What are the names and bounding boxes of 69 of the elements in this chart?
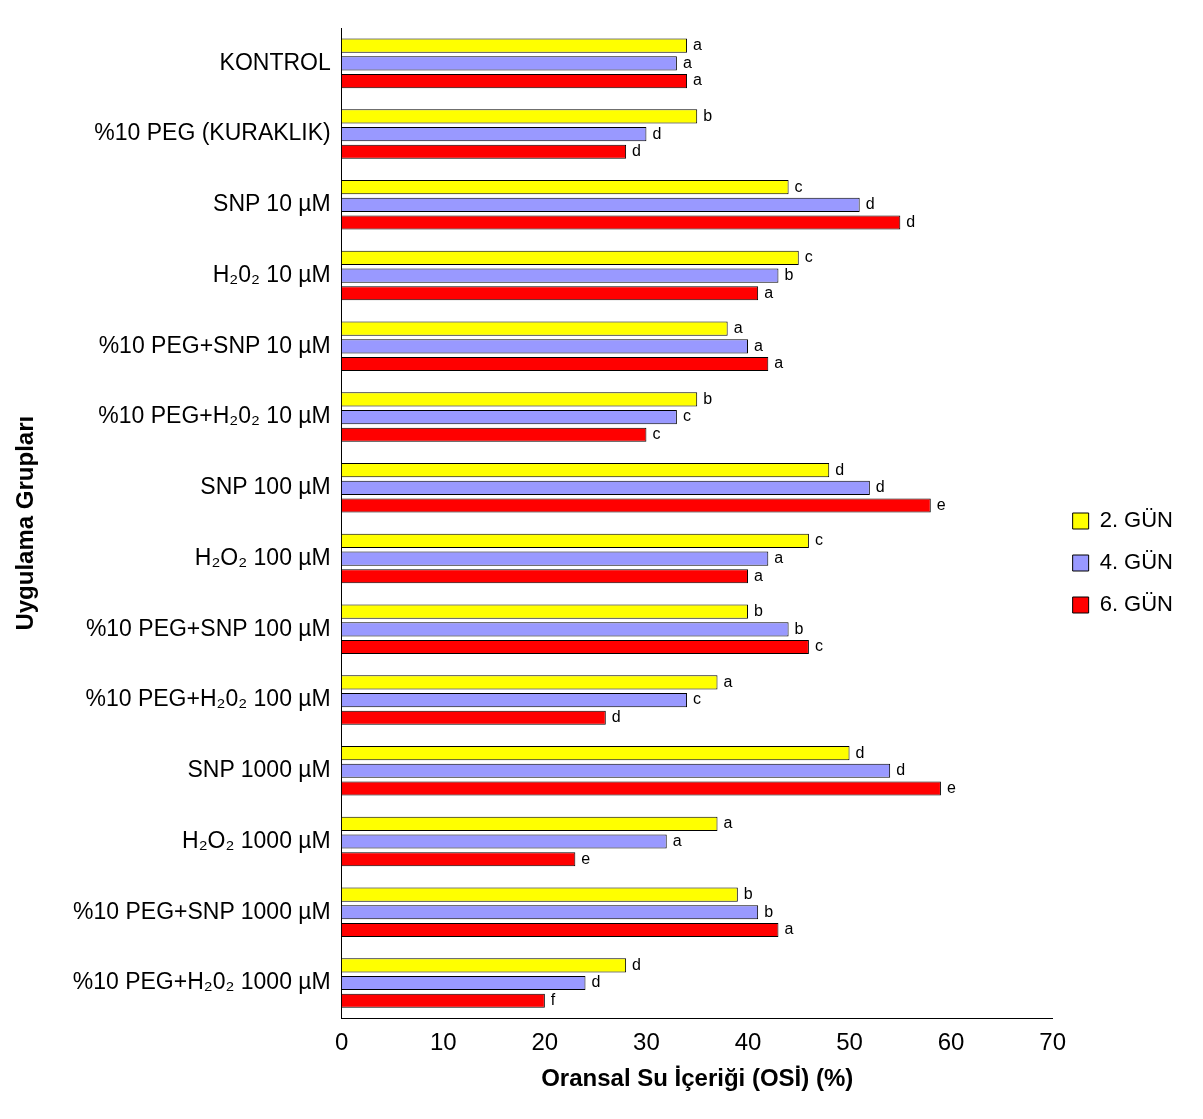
data-label: a <box>723 672 733 690</box>
data-label: e <box>936 495 946 513</box>
data-label: b <box>703 106 713 124</box>
data-label: b <box>743 885 753 903</box>
data-label: a <box>753 566 763 584</box>
data-label: b <box>753 602 763 620</box>
y-tick-label: %10 PEG+SNP 100 µM <box>85 614 331 641</box>
data-label: c <box>652 425 661 443</box>
x-tick-label: 60 <box>937 1028 965 1056</box>
y-tick-label: %10 PEG+SNP 1000 µM <box>73 897 331 924</box>
y-tick-label: H₂O₂ 1000 µM <box>182 826 331 853</box>
data-label: c <box>693 690 702 708</box>
y-tick-label: SNP 100 µM <box>200 473 331 500</box>
x-tick-label: 30 <box>633 1028 660 1056</box>
y-tick-label: SNP 10 µM <box>213 190 331 217</box>
y-tick-label: %10 PEG (KURAKLIK) <box>94 119 331 146</box>
legend-label: 2. GÜN <box>1099 507 1174 533</box>
y-tick-label: %10 PEG+SNP 10 µM <box>98 331 331 358</box>
x-tick-label: 40 <box>734 1028 762 1056</box>
y-tick-label: %10 PEG+H₂0₂ 1000 µM <box>72 968 331 995</box>
data-label: a <box>693 36 703 54</box>
data-label: a <box>764 283 774 301</box>
data-label: d <box>632 955 642 973</box>
data-label: d <box>652 124 662 142</box>
x-tick-label: 10 <box>429 1028 457 1056</box>
data-label: c <box>794 177 803 195</box>
data-label: a <box>784 920 794 938</box>
y-tick-label: H₂O₂ 100 µM <box>194 543 331 570</box>
data-label: b <box>764 902 774 920</box>
x-tick-label: 0 <box>335 1028 349 1056</box>
legend-label: 4. GÜN <box>1099 549 1174 575</box>
data-label: b <box>703 389 713 407</box>
data-label: a <box>672 831 682 849</box>
y-tick-label: H₂0₂ 10 µM <box>212 260 331 287</box>
data-label: c <box>682 407 691 425</box>
data-label: d <box>896 761 906 779</box>
x-axis-title: Oransal Su İçeriği (OSİ) (%) <box>541 1064 854 1092</box>
data-label: a <box>682 53 692 71</box>
data-label: a <box>774 548 784 566</box>
data-label: d <box>875 478 885 496</box>
y-tick-label: %10 PEG+H₂0₂ 100 µM <box>85 685 331 712</box>
data-label: a <box>723 814 733 832</box>
data-label: d <box>591 973 601 991</box>
data-label: d <box>632 142 642 160</box>
data-label: e <box>581 849 591 867</box>
data-label: b <box>784 266 794 284</box>
data-label: c <box>804 248 813 266</box>
data-label: a <box>774 354 784 372</box>
data-label: c <box>814 637 823 655</box>
data-label: a <box>733 319 743 337</box>
x-tick-label: 70 <box>1039 1028 1066 1056</box>
data-label: d <box>855 743 865 761</box>
legend-label: 6. GÜN <box>1099 591 1174 617</box>
y-tick-label: %10 PEG+H₂0₂ 10 µM <box>98 402 331 429</box>
y-tick-label: KONTROL <box>219 48 331 75</box>
y-axis-title: Uygulama Grupları <box>11 415 39 631</box>
x-tick-label: 20 <box>531 1028 559 1056</box>
data-label: c <box>814 531 823 549</box>
data-label: a <box>753 336 763 354</box>
data-label: d <box>906 212 916 230</box>
data-label: e <box>946 778 956 796</box>
data-label: f <box>550 991 556 1009</box>
data-label: b <box>794 619 804 637</box>
data-label: d <box>865 195 875 213</box>
data-label: d <box>611 708 621 726</box>
x-tick-label: 50 <box>836 1028 863 1056</box>
data-label: a <box>693 71 703 89</box>
data-label: d <box>835 460 845 478</box>
y-tick-label: SNP 1000 µM <box>187 756 331 783</box>
